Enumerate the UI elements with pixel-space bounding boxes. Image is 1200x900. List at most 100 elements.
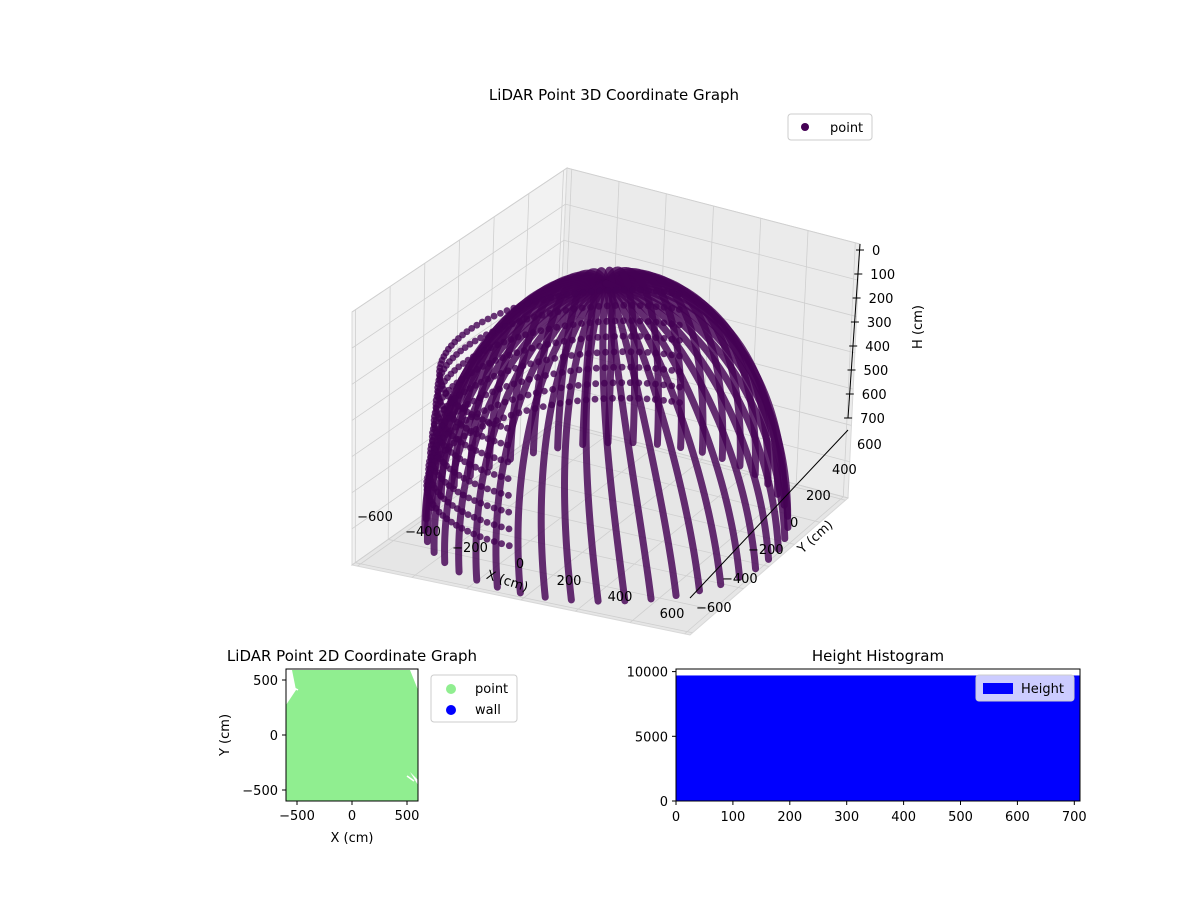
hist-x-tick-label: 500: [948, 810, 973, 825]
scan-point: [481, 347, 489, 354]
scan-point: [459, 404, 466, 412]
y3d-tick-label: 200: [806, 489, 831, 504]
scan-point: [603, 302, 611, 310]
chart-2d-y-ticks: 500 0 −500: [242, 674, 286, 799]
scan-point: [644, 349, 652, 356]
scan-point: [507, 411, 515, 419]
x3d-tick-label: 0: [516, 557, 524, 572]
scan-line: [602, 279, 725, 589]
scan-point: [534, 374, 541, 381]
scan-line: [602, 279, 680, 600]
grid-line: [351, 203, 859, 349]
scan-point: [519, 362, 527, 370]
scan-point: [459, 508, 466, 516]
scan-point: [569, 321, 577, 328]
z3d-tick-label: 300: [867, 316, 892, 331]
z3d-tick-label: 200: [869, 292, 894, 307]
legend-label-point: point: [830, 121, 863, 136]
scan-point: [660, 319, 668, 327]
scan-point: [610, 348, 618, 356]
scan-point: [592, 380, 600, 388]
scan-point: [483, 502, 491, 510]
y3d-tick-label: −400: [722, 572, 758, 587]
scan-point: [514, 333, 522, 341]
scan-point: [490, 312, 498, 320]
scan-point: [516, 393, 524, 401]
scan-point: [652, 334, 660, 341]
scan-point: [635, 364, 643, 371]
x3d-tick-label: −600: [357, 510, 393, 525]
scan-point: [490, 454, 498, 462]
scan-point: [628, 302, 636, 309]
scan-point: [505, 491, 512, 499]
scan-point: [501, 398, 509, 406]
scan-point: [602, 333, 610, 341]
scan-point: [489, 328, 496, 336]
scan-point: [527, 360, 534, 368]
x3d-tick-label: −400: [405, 525, 441, 540]
scan-point: [485, 419, 493, 427]
x3d-tick-label: −200: [452, 541, 488, 556]
scan-point: [561, 322, 569, 330]
scan-point: [619, 348, 626, 356]
chart-3d-x-ticks: −600 −400 −200 0 200 400 600: [357, 510, 684, 622]
scan-point: [464, 400, 472, 408]
scan-point: [498, 523, 505, 531]
scan-point: [593, 349, 601, 357]
scan-point: [466, 385, 474, 392]
scan-point: [460, 474, 468, 482]
scan-point: [643, 380, 651, 387]
scan-point: [560, 337, 568, 345]
scan-point: [483, 535, 491, 543]
scan-point: [601, 364, 609, 372]
scan-point: [478, 318, 486, 326]
y3d-tick-label: −600: [696, 601, 732, 616]
scan-point: [609, 379, 617, 387]
chart-3d-legend-box: [787, 113, 873, 141]
scan-point: [461, 388, 468, 396]
scan-point: [462, 441, 469, 449]
scan-point: [515, 409, 523, 417]
scan-point: [490, 372, 498, 380]
chart-3d-legend: point: [787, 113, 873, 141]
scan-point: [484, 315, 492, 323]
scan-point: [652, 380, 659, 388]
scan-point: [460, 432, 468, 440]
histogram-x-ticks: 0 100 200 300 400 500 600 700: [672, 801, 1087, 825]
scan-point: [484, 375, 491, 383]
scan-point: [470, 513, 478, 521]
chart-3d-z-ticks: 0 100 200 300 400 500 600 700: [844, 244, 895, 427]
chart-3d-title: LiDAR Point 3D Coordinate Graph: [489, 86, 739, 104]
scan-point: [586, 319, 594, 326]
scan-point: [618, 363, 626, 371]
scan-point: [602, 348, 609, 356]
scan-point: [504, 367, 512, 375]
scan-point: [470, 530, 478, 538]
scan-point: [676, 352, 683, 360]
scan-point: [532, 389, 540, 397]
scan-point: [643, 395, 651, 403]
scan-point: [458, 524, 466, 532]
scan-point: [543, 356, 550, 364]
scan-point: [676, 337, 683, 344]
x3d-tick-label: 600: [660, 607, 685, 622]
scan-point: [477, 499, 485, 507]
scan-point: [490, 538, 498, 545]
scan-point: [497, 422, 505, 430]
scan-point: [557, 384, 565, 392]
z3d-tick-label: 500: [864, 364, 889, 379]
scan-point: [660, 350, 668, 358]
scan-point: [676, 368, 683, 375]
scan-point: [516, 318, 523, 325]
scan-point: [496, 385, 503, 393]
scan-point: [490, 504, 498, 512]
scan-point: [472, 426, 480, 433]
scan-point: [660, 366, 668, 373]
chart-2d-y-label: Y (cm): [218, 714, 233, 757]
scan-point: [462, 372, 470, 380]
scan-point: [565, 398, 573, 406]
scan-point: [660, 397, 667, 404]
hist-x-tick-label: 0: [672, 810, 680, 825]
scan-point: [469, 353, 477, 361]
chart-2d-gap: [289, 685, 299, 691]
